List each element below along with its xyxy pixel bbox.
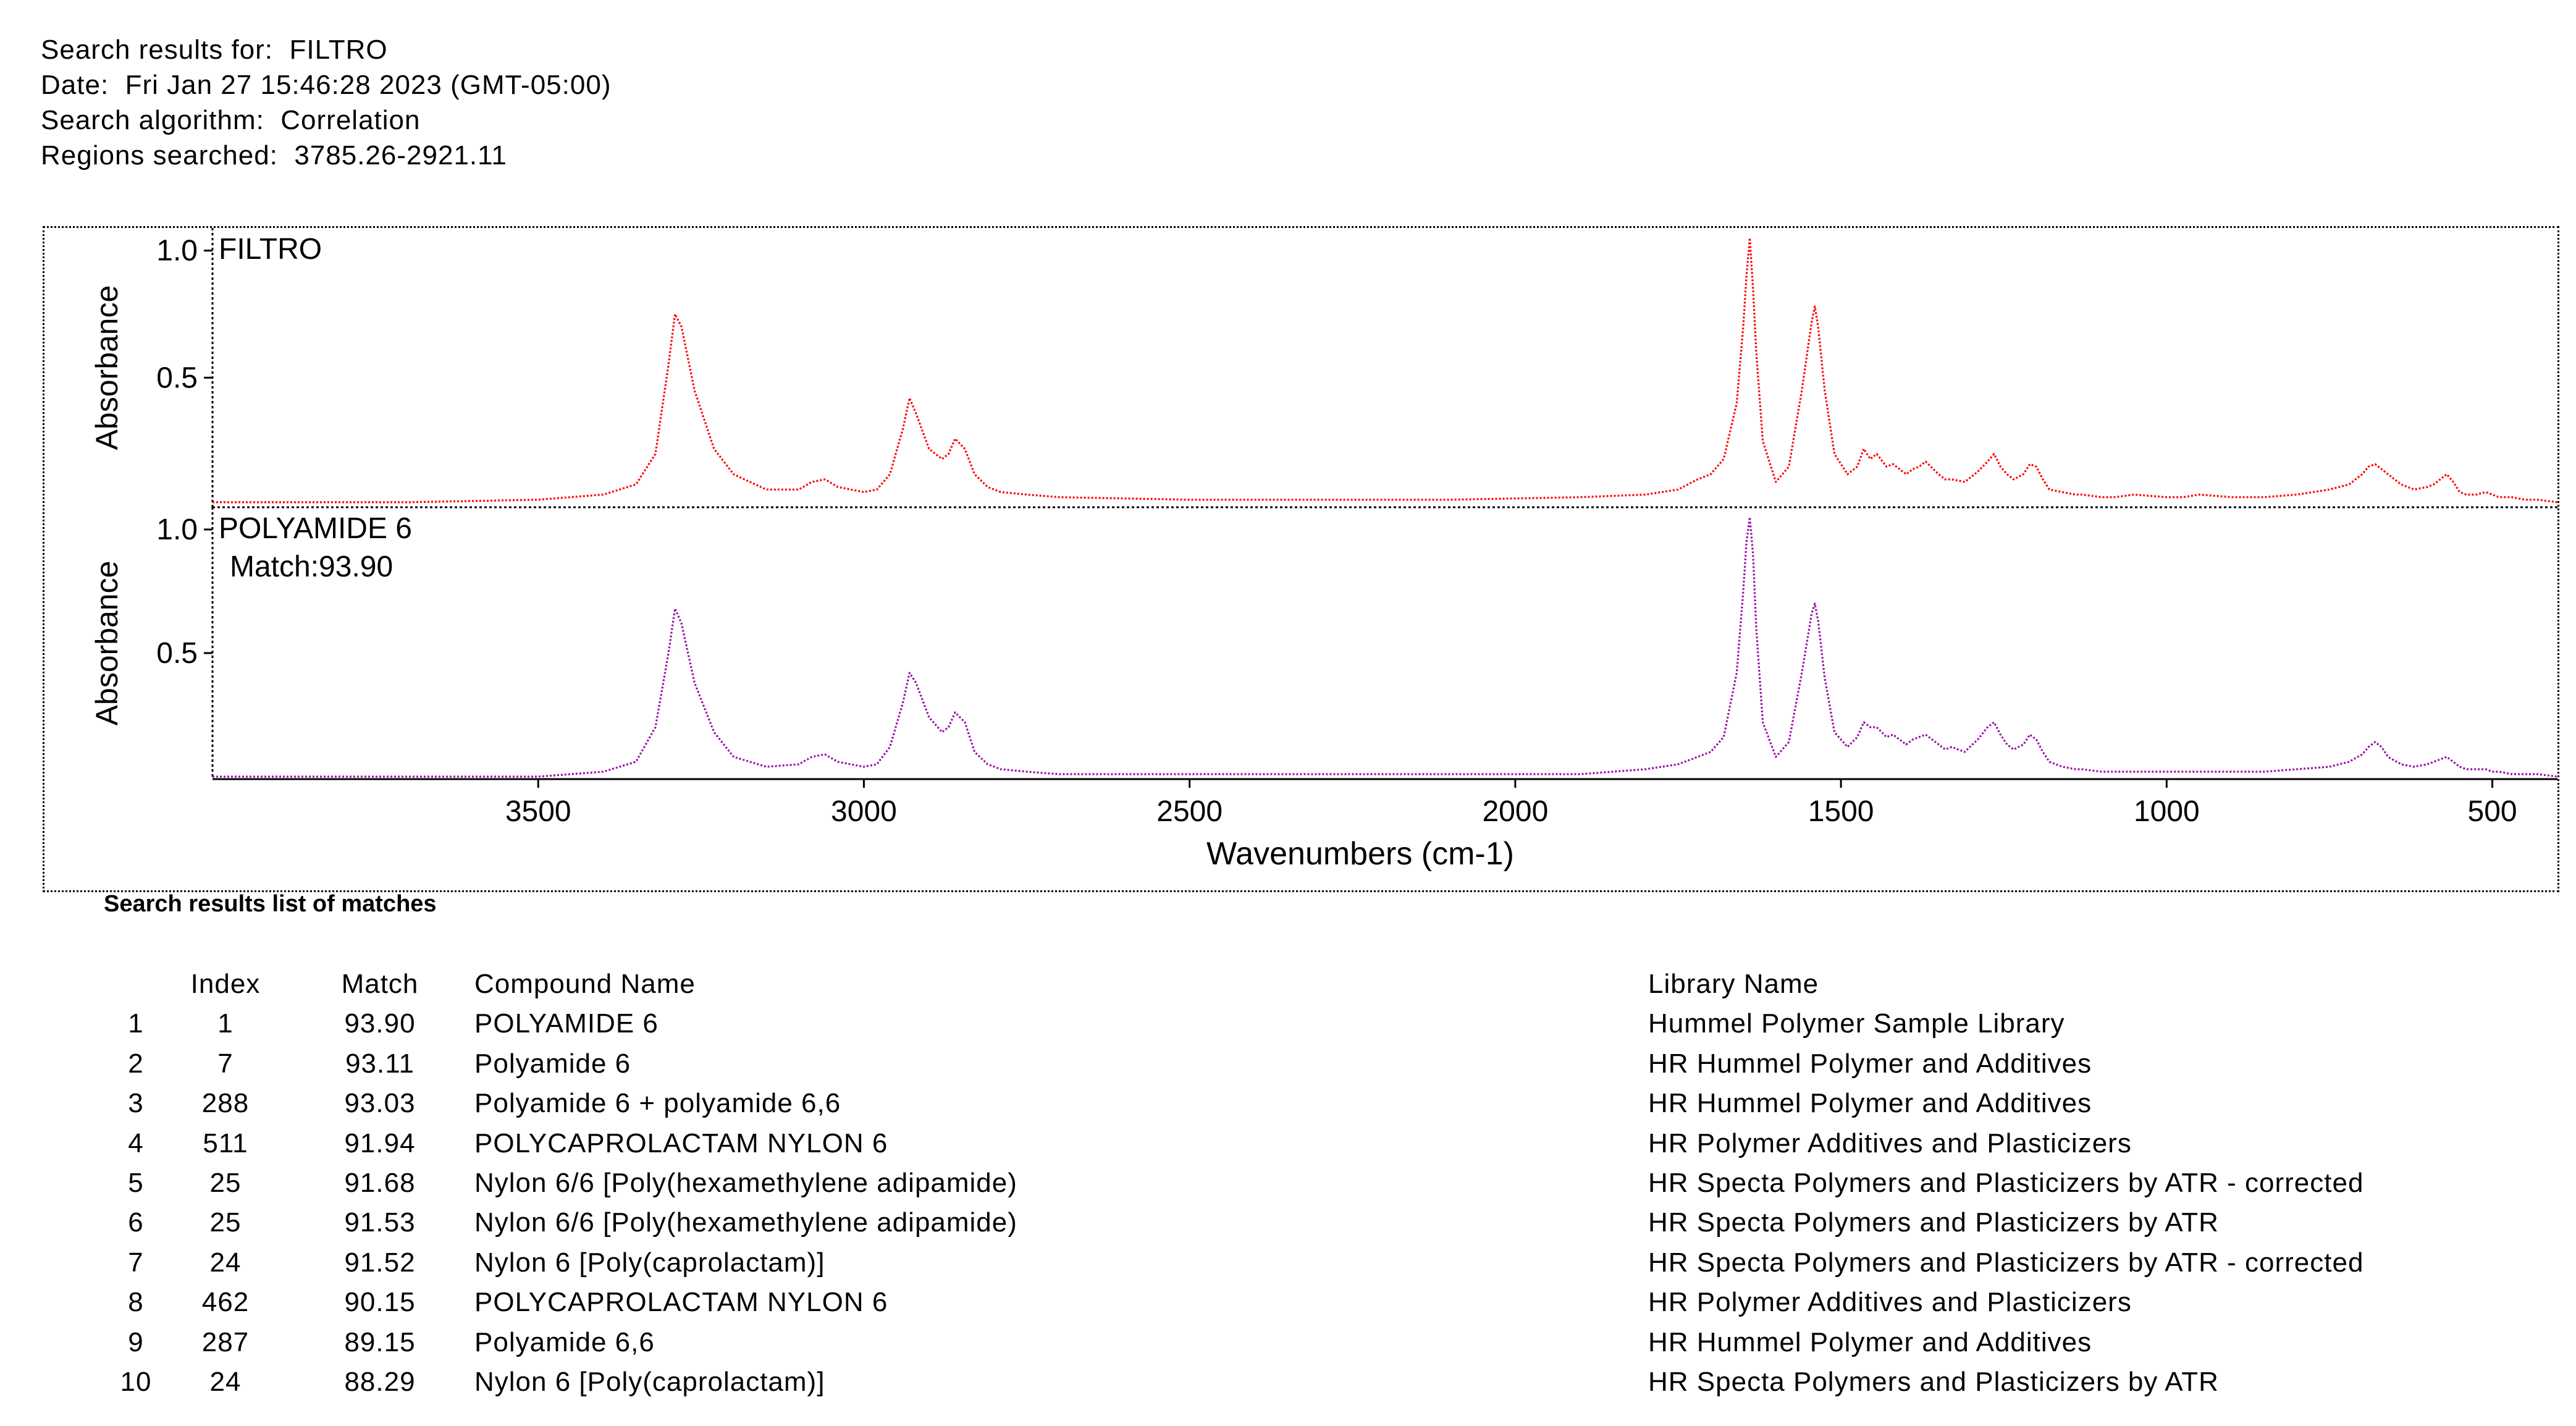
row-library-name: HR Polymer Additives and Plasticizers bbox=[1648, 1128, 2132, 1158]
row-index: 287 bbox=[201, 1327, 250, 1357]
row-rank: 9 bbox=[128, 1327, 144, 1357]
match-score-label: Match:93.90 bbox=[230, 551, 393, 583]
col-header-compound: Compound Name bbox=[474, 969, 696, 999]
row-rank: 4 bbox=[128, 1128, 144, 1158]
row-library-name: HR Specta Polymers and Plasticizers by A… bbox=[1648, 1207, 2219, 1238]
row-index: 25 bbox=[209, 1167, 242, 1198]
row-match: 91.94 bbox=[344, 1128, 416, 1158]
row-compound-name: Nylon 6 [Poly(caprolactam)] bbox=[474, 1247, 825, 1278]
table-row[interactable]: 4 511 91.94 POLYCAPROLACTAM NYLON 6 HR Polym… bbox=[0, 1128, 2576, 1168]
row-library-name: HR Hummel Polymer and Additives bbox=[1648, 1048, 2092, 1079]
table-row[interactable]: 6 25 91.53 Nylon 6/6 [Poly(hexamethylene ad… bbox=[0, 1207, 2576, 1247]
row-rank: 1 bbox=[128, 1008, 144, 1039]
x-tick-label: 3500 bbox=[505, 795, 571, 828]
row-match: 93.03 bbox=[344, 1088, 416, 1119]
spectra-chart: 1.0 0.5 Absorbance FILTRO 1.0 0.5 Absorbance PO… bbox=[90, 228, 2557, 872]
row-library-name: Hummel Polymer Sample Library bbox=[1648, 1008, 2065, 1039]
y-tick-label: 1.0 bbox=[156, 235, 198, 268]
row-compound-name: Polyamide 6 bbox=[474, 1048, 631, 1079]
col-header-index: Index bbox=[190, 969, 261, 999]
row-index: 1 bbox=[217, 1008, 234, 1039]
row-compound-name: Polyamide 6,6 bbox=[474, 1327, 655, 1357]
table-row[interactable]: 10 24 88.29 Nylon 6 [Poly(caprolactam)] HR S… bbox=[0, 1367, 2576, 1406]
results-rows: 1 1 93.90 POLYAMIDE 6 Hummel Polymer Sample … bbox=[0, 1008, 2576, 1406]
row-index: 25 bbox=[209, 1207, 242, 1238]
table-row[interactable]: 8 462 90.15 POLYCAPROLACTAM NYLON 6 HR Polym… bbox=[0, 1287, 2576, 1327]
y-axis-label: Absorbance bbox=[90, 285, 124, 450]
row-library-name: HR Specta Polymers and Plasticizers by A… bbox=[1648, 1167, 2364, 1198]
row-index: 288 bbox=[201, 1088, 250, 1119]
x-tick-label: 500 bbox=[2468, 795, 2517, 828]
row-compound-name: Nylon 6/6 [Poly(hexamethylene adipamide) bbox=[474, 1167, 1017, 1198]
table-row[interactable]: 7 24 91.52 Nylon 6 [Poly(caprolactam)] HR Sp… bbox=[0, 1247, 2576, 1287]
row-match: 91.52 bbox=[344, 1247, 416, 1278]
table-row[interactable]: 9 287 89.15 Polyamide 6,6 HR Hummel Polymer … bbox=[0, 1327, 2576, 1367]
row-rank: 7 bbox=[128, 1247, 144, 1278]
y-axis-label: Absorbance bbox=[90, 561, 124, 726]
row-compound-name: Nylon 6/6 [Poly(hexamethylene adipamide) bbox=[474, 1207, 1017, 1238]
row-library-name: HR Specta Polymers and Plasticizers by A… bbox=[1648, 1366, 2219, 1397]
search-header: Search results for: FILTRO Date: Fri Jan… bbox=[41, 32, 611, 173]
row-match: 91.53 bbox=[344, 1207, 416, 1238]
row-compound-name: Nylon 6 [Poly(caprolactam)] bbox=[474, 1366, 825, 1397]
row-compound-name: POLYCAPROLACTAM NYLON 6 bbox=[474, 1128, 888, 1158]
row-compound-name: POLYAMIDE 6 bbox=[474, 1008, 659, 1039]
row-rank: 8 bbox=[128, 1287, 144, 1318]
col-header-match: Match bbox=[341, 969, 419, 999]
results-header-row: Index Match Compound Name Library Name bbox=[0, 969, 2576, 1008]
x-tick-label: 2000 bbox=[1482, 795, 1548, 828]
panel-title: POLYAMIDE 6 bbox=[219, 512, 412, 545]
x-axis-label: Wavenumbers (cm-1) bbox=[1206, 836, 1514, 872]
panel-title: FILTRO bbox=[219, 233, 322, 266]
row-index: 24 bbox=[209, 1366, 242, 1397]
row-rank: 5 bbox=[128, 1167, 144, 1198]
spectrum-line-0 bbox=[213, 237, 2557, 504]
y-tick-label: 0.5 bbox=[156, 361, 198, 394]
row-match: 91.68 bbox=[344, 1167, 416, 1198]
row-library-name: HR Hummel Polymer and Additives bbox=[1648, 1327, 2092, 1357]
y-tick-label: 1.0 bbox=[156, 513, 198, 546]
table-row[interactable]: 5 25 91.68 Nylon 6/6 [Poly(hexamethylene ad… bbox=[0, 1168, 2576, 1207]
row-match: 90.15 bbox=[344, 1287, 416, 1318]
row-index: 462 bbox=[201, 1287, 250, 1318]
table-row[interactable]: 1 1 93.90 POLYAMIDE 6 Hummel Polymer Sample … bbox=[0, 1008, 2576, 1048]
row-library-name: HR Hummel Polymer and Additives bbox=[1648, 1088, 2092, 1119]
row-rank: 3 bbox=[128, 1088, 144, 1119]
search-date: Date: Fri Jan 27 15:46:28 2023 (GMT-05:0… bbox=[41, 70, 612, 100]
x-tick-label: 1500 bbox=[1808, 795, 1874, 828]
row-rank: 10 bbox=[120, 1366, 152, 1397]
row-index: 7 bbox=[217, 1048, 234, 1079]
col-header-library: Library Name bbox=[1648, 969, 1819, 999]
x-tick-label: 1000 bbox=[2134, 795, 2200, 828]
row-match: 88.29 bbox=[344, 1366, 416, 1397]
row-compound-name: Polyamide 6 + polyamide 6,6 bbox=[474, 1088, 841, 1119]
search-target: Search results for: FILTRO bbox=[41, 35, 388, 65]
regions-searched: Regions searched: 3785.26-2921.11 bbox=[41, 140, 507, 171]
table-row[interactable]: 2 7 93.11 Polyamide 6 HR Hummel Polymer and … bbox=[0, 1048, 2576, 1088]
results-list-title: Search results list of matches bbox=[104, 891, 437, 917]
row-match: 89.15 bbox=[344, 1327, 416, 1357]
x-tick-label: 3000 bbox=[831, 795, 897, 828]
table-row[interactable]: 3 288 93.03 Polyamide 6 + polyamide 6,6 HR H… bbox=[0, 1088, 2576, 1128]
search-algorithm: Search algorithm: Correlation bbox=[41, 105, 421, 135]
results-table: Index Match Compound Name Library Name 1… bbox=[0, 969, 2576, 1406]
row-library-name: HR Specta Polymers and Plasticizers by A… bbox=[1648, 1247, 2364, 1278]
spectrum-frame: 1.0 0.5 Absorbance FILTRO 1.0 0.5 Absorbance PO… bbox=[43, 226, 2559, 892]
y-tick-label: 0.5 bbox=[156, 637, 198, 670]
row-index: 511 bbox=[203, 1128, 248, 1158]
row-compound-name: POLYCAPROLACTAM NYLON 6 bbox=[474, 1287, 888, 1318]
row-index: 24 bbox=[209, 1247, 242, 1278]
row-match: 93.90 bbox=[344, 1008, 416, 1039]
row-rank: 2 bbox=[128, 1048, 144, 1079]
row-match: 93.11 bbox=[345, 1048, 415, 1079]
spectrum-line-1 bbox=[213, 516, 2557, 778]
row-library-name: HR Polymer Additives and Plasticizers bbox=[1648, 1287, 2132, 1318]
x-tick-label: 2500 bbox=[1156, 795, 1223, 828]
row-rank: 6 bbox=[128, 1207, 144, 1238]
